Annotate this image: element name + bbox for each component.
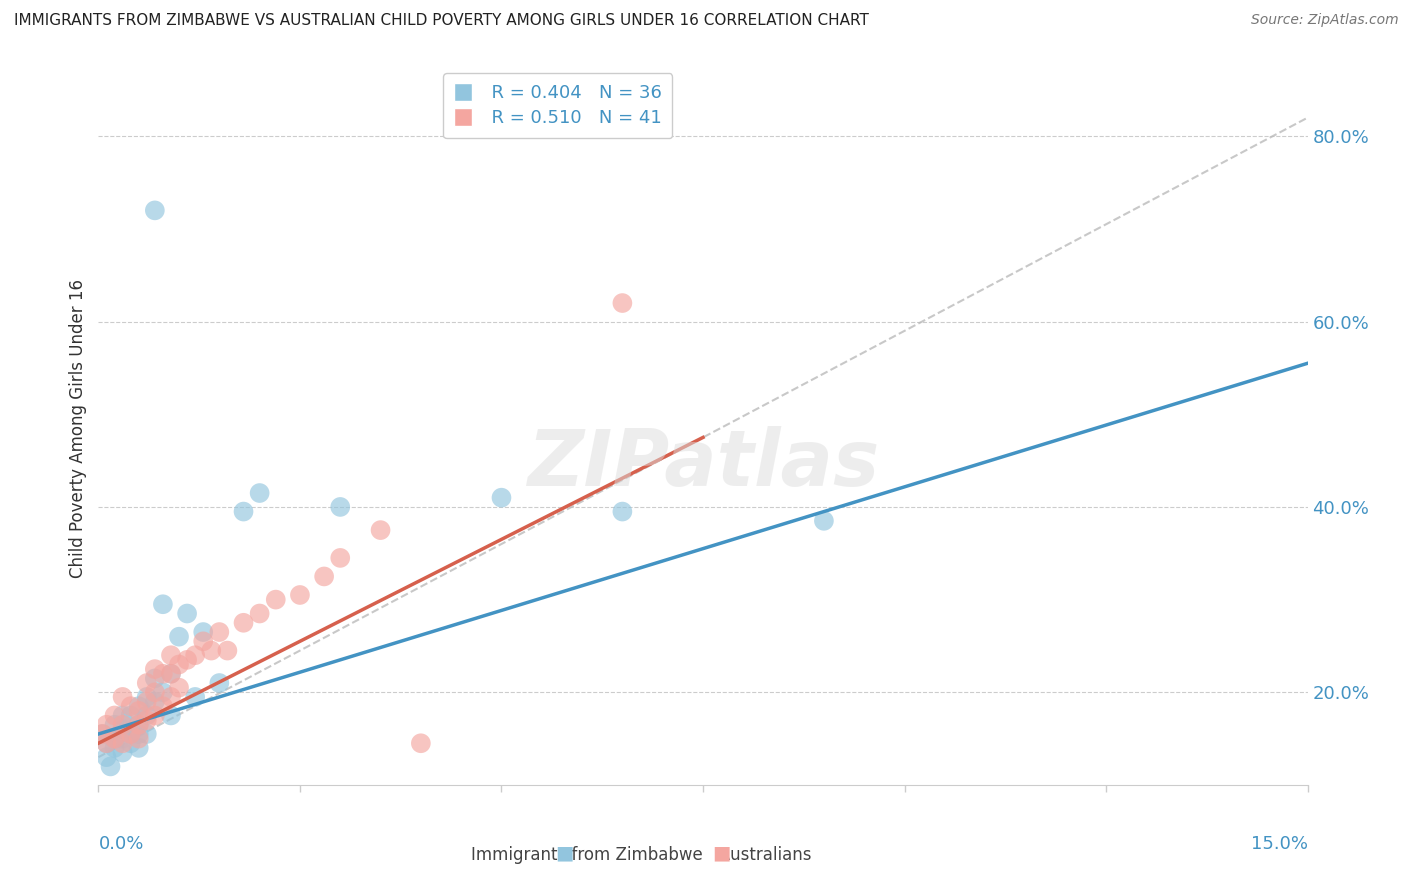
Point — [111, 731, 134, 746]
Point — [103, 731, 125, 746]
Text: 0.0%: 0.0% — [98, 835, 143, 853]
Point — [111, 717, 134, 731]
Point — [128, 699, 150, 714]
Point — [96, 736, 118, 750]
Point — [128, 731, 150, 746]
Point — [143, 694, 166, 708]
Point — [103, 708, 125, 723]
Point — [612, 505, 634, 519]
Point — [160, 690, 183, 704]
Point — [120, 708, 142, 723]
Point — [111, 723, 134, 737]
Point — [193, 634, 215, 648]
Point — [111, 736, 134, 750]
Point — [135, 727, 157, 741]
Point — [96, 750, 118, 764]
Point — [91, 727, 114, 741]
Point — [120, 727, 142, 741]
Point — [160, 666, 183, 681]
Point — [128, 727, 150, 741]
Point — [152, 597, 174, 611]
Text: ■: ■ — [711, 844, 730, 863]
Point — [96, 736, 118, 750]
Point — [193, 625, 215, 640]
Point — [160, 666, 183, 681]
Text: Immigrants from Zimbabwe: Immigrants from Zimbabwe — [471, 846, 703, 863]
Point — [409, 736, 432, 750]
Point — [143, 203, 166, 218]
Point — [120, 727, 142, 741]
Point — [103, 731, 125, 746]
Point — [200, 643, 222, 657]
Point — [135, 690, 157, 704]
Point — [120, 699, 142, 714]
Point — [103, 740, 125, 755]
Point — [208, 625, 231, 640]
Point — [612, 296, 634, 310]
Point — [249, 607, 271, 621]
Point — [152, 699, 174, 714]
Point — [135, 708, 157, 723]
Point — [167, 630, 190, 644]
Point — [111, 708, 134, 723]
Point — [329, 550, 352, 565]
Point — [128, 740, 150, 755]
Point — [128, 717, 150, 731]
Point — [103, 717, 125, 731]
Point — [813, 514, 835, 528]
Point — [160, 708, 183, 723]
Point — [232, 615, 254, 630]
Text: 15.0%: 15.0% — [1250, 835, 1308, 853]
Point — [160, 648, 183, 663]
Point — [128, 717, 150, 731]
Point — [135, 694, 157, 708]
Legend:   R = 0.404   N = 36,   R = 0.510   N = 41: R = 0.404 N = 36, R = 0.510 N = 41 — [443, 73, 672, 138]
Point — [120, 736, 142, 750]
Point — [96, 717, 118, 731]
Text: ■: ■ — [555, 844, 574, 863]
Text: Source: ZipAtlas.com: Source: ZipAtlas.com — [1251, 13, 1399, 28]
Point — [91, 727, 114, 741]
Point — [232, 505, 254, 519]
Point — [167, 681, 190, 695]
Point — [249, 486, 271, 500]
Point — [111, 746, 134, 760]
Point — [100, 759, 122, 773]
Point — [143, 672, 166, 686]
Y-axis label: Child Poverty Among Girls Under 16: Child Poverty Among Girls Under 16 — [69, 278, 87, 578]
Point — [135, 713, 157, 727]
Point — [152, 666, 174, 681]
Point — [167, 657, 190, 672]
Point — [217, 643, 239, 657]
Point — [176, 653, 198, 667]
Point — [176, 607, 198, 621]
Point — [184, 690, 207, 704]
Text: ZIPatlas: ZIPatlas — [527, 425, 879, 502]
Text: Australians: Australians — [703, 846, 811, 863]
Point — [128, 704, 150, 718]
Point — [152, 685, 174, 699]
Point — [111, 690, 134, 704]
Point — [370, 523, 392, 537]
Point — [143, 662, 166, 676]
Point — [135, 676, 157, 690]
Point — [184, 648, 207, 663]
Point — [314, 569, 336, 583]
Point — [491, 491, 513, 505]
Point — [143, 708, 166, 723]
Point — [143, 685, 166, 699]
Point — [329, 500, 352, 514]
Point — [264, 592, 287, 607]
Point — [288, 588, 311, 602]
Text: IMMIGRANTS FROM ZIMBABWE VS AUSTRALIAN CHILD POVERTY AMONG GIRLS UNDER 16 CORREL: IMMIGRANTS FROM ZIMBABWE VS AUSTRALIAN C… — [14, 13, 869, 29]
Point — [208, 676, 231, 690]
